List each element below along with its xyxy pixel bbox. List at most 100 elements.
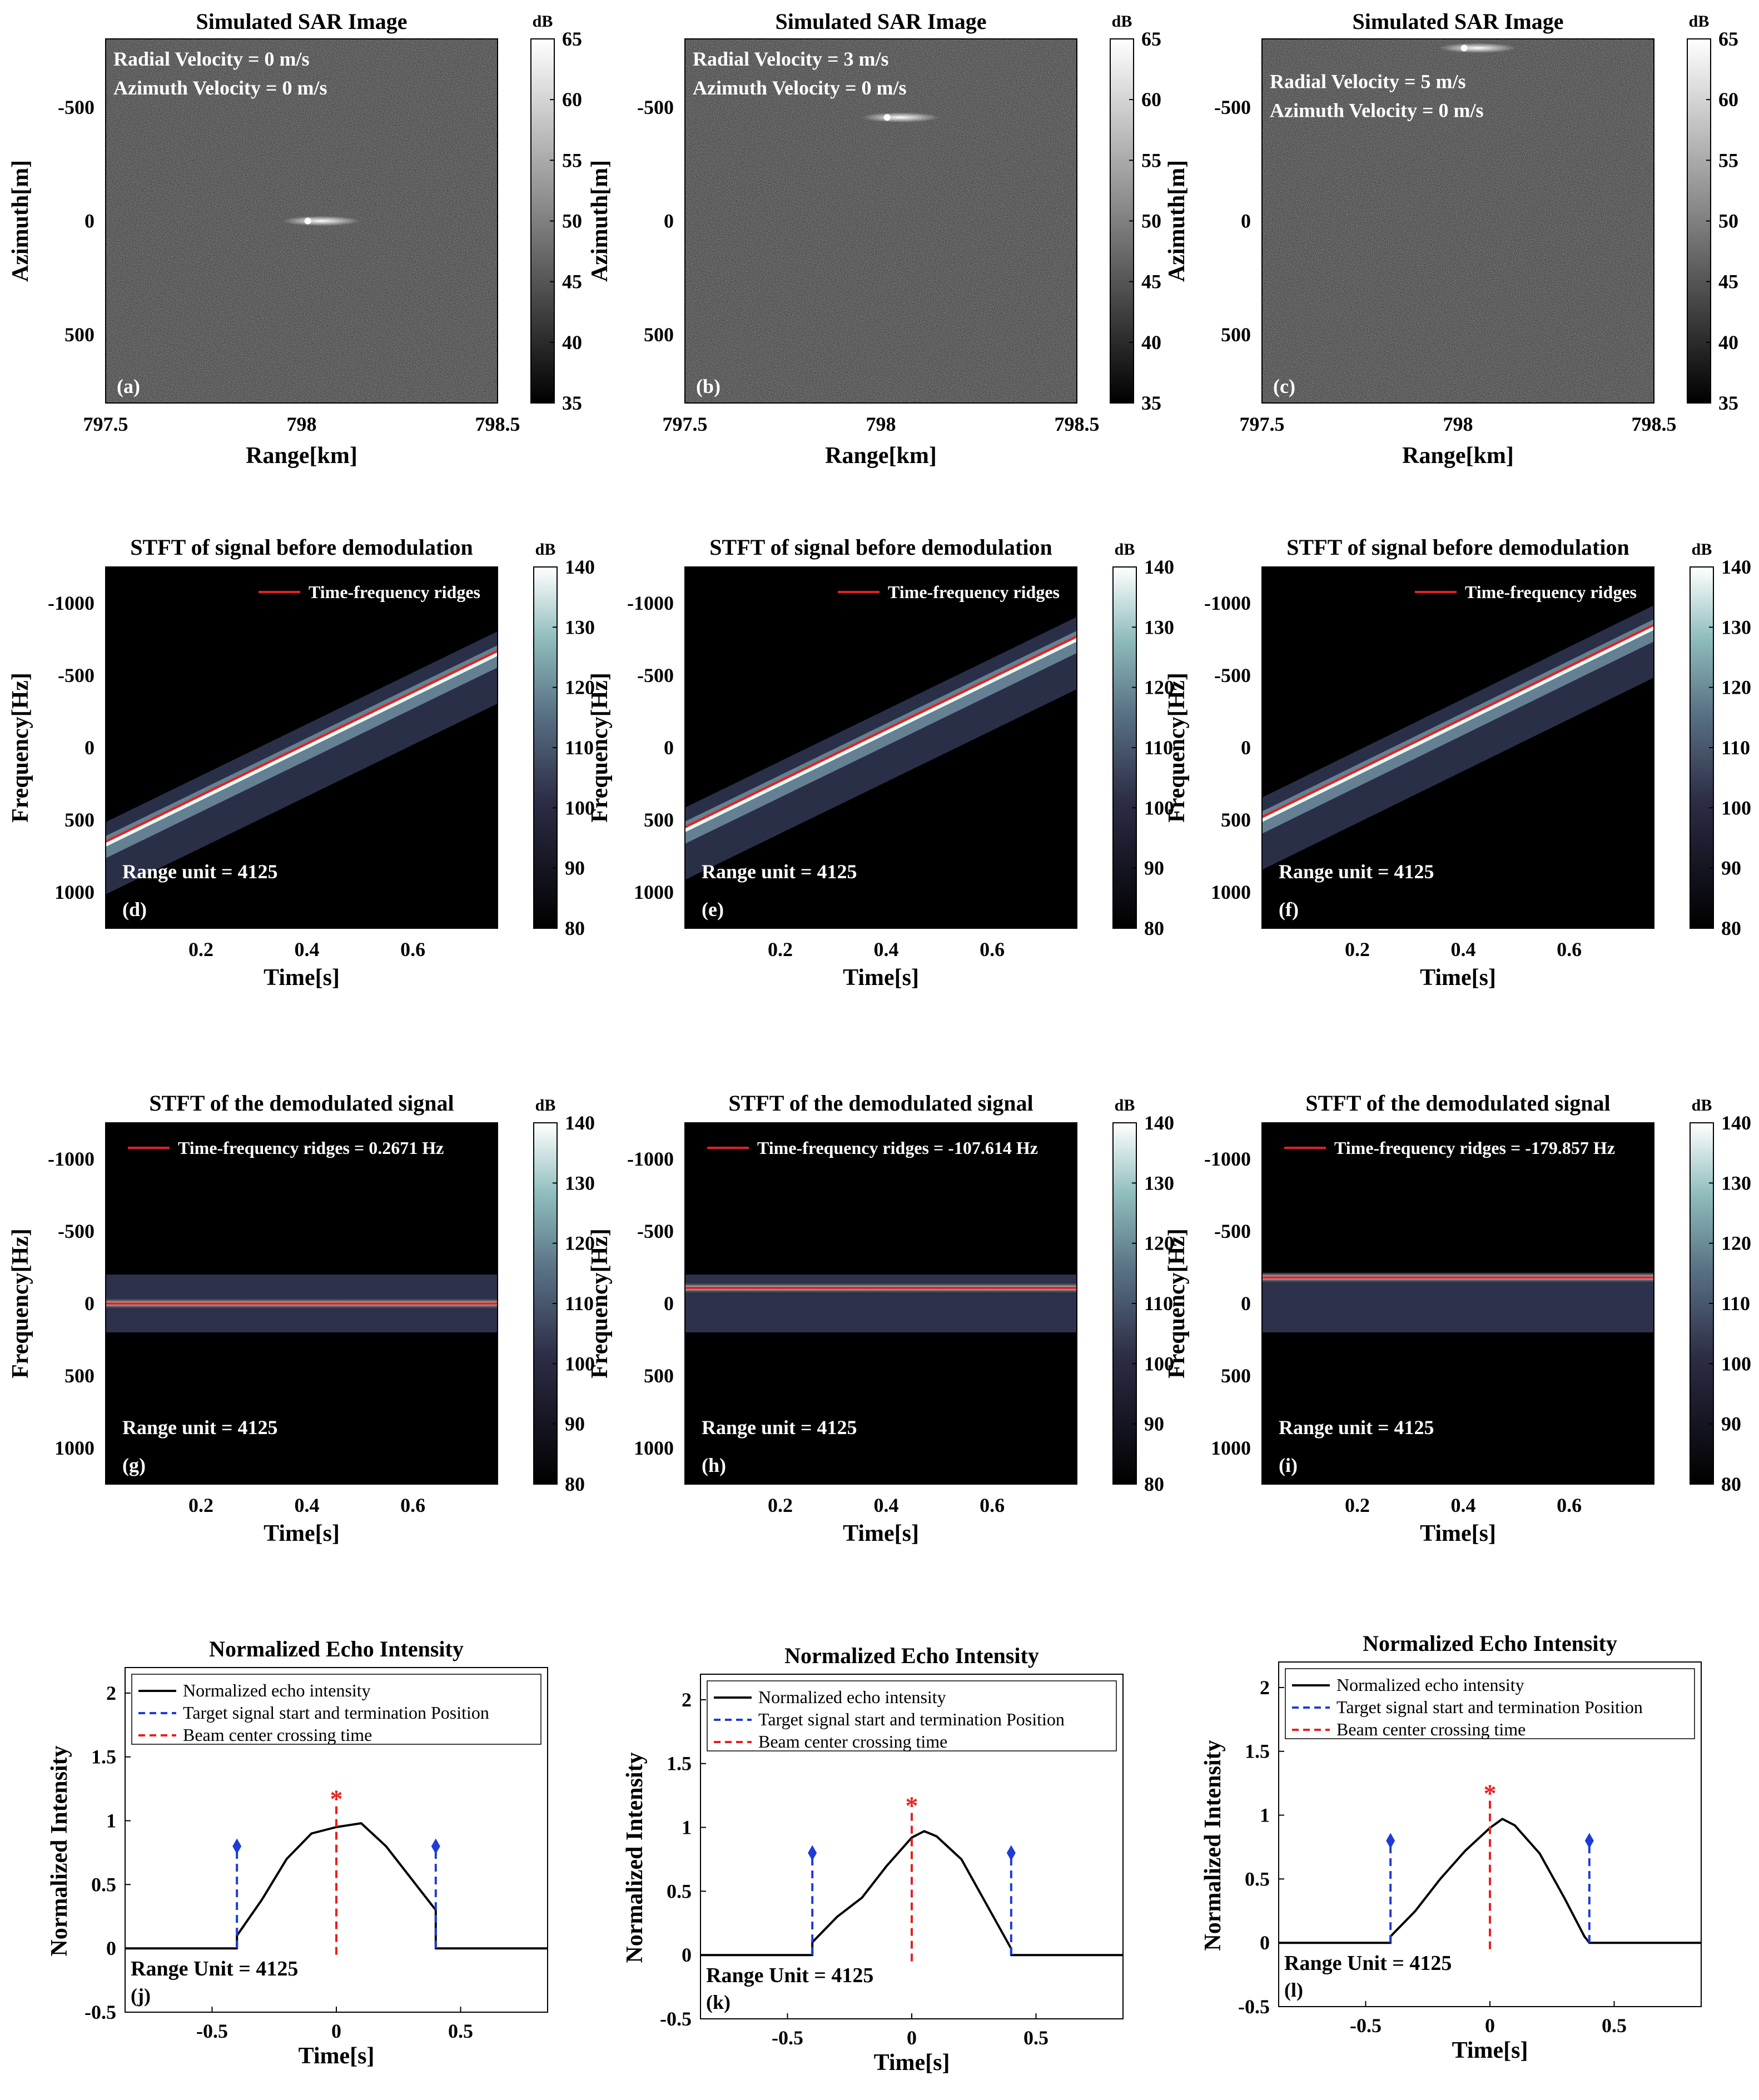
y-tick-label: 0 <box>1241 210 1251 232</box>
stft-panel-i: STFT of the demodulated signal Time-frequ… <box>1164 1091 1751 1546</box>
plot-frame <box>105 38 498 404</box>
colorbar-tick-label: 130 <box>1721 1172 1751 1194</box>
colorbar-unit-label: dB <box>1689 12 1710 31</box>
y-tick-label: -1000 <box>627 592 674 614</box>
x-tick-label: 797.5 <box>663 413 708 435</box>
colorbar-tick-label: 110 <box>565 1292 594 1315</box>
x-tick-label: 0.2 <box>188 938 213 961</box>
colorbar-tick-label: 120 <box>1144 1232 1174 1255</box>
radial-velocity-annotation: Radial Velocity = 0 m/s <box>113 48 310 70</box>
colorbar-tick-label: 45 <box>1718 271 1738 293</box>
plot-frame <box>1261 566 1654 929</box>
colorbar-tick-label: 110 <box>1721 1292 1750 1315</box>
colorbar-tick-label: 35 <box>1141 392 1161 414</box>
x-tick-label: -0.5 <box>1350 2014 1382 2037</box>
y-tick-label: 500 <box>64 324 95 346</box>
y-tick-label: -0.5 <box>85 2001 116 2023</box>
x-tick-label: 0.6 <box>980 1494 1005 1516</box>
echo-panel-l: Normalized Echo Intensity -0.5 0 0.5 -0.5 0 0.… <box>1200 1631 1702 2063</box>
panel-label: (d) <box>122 898 147 920</box>
colorbar-tick-label: 90 <box>565 1413 585 1435</box>
legend-entry-label: Target signal start and termination Posi… <box>183 1703 489 1723</box>
colorbar-tick-label: 90 <box>565 857 585 879</box>
colorbar-tick-label: 60 <box>562 88 582 111</box>
echo-intensity-line <box>125 1822 548 1950</box>
sar-speckle-noise <box>685 39 1077 403</box>
chart-title: Simulated SAR Image <box>1352 9 1563 34</box>
y-axis-label: Azimuth[m] <box>587 160 613 282</box>
colorbar-unit-label: dB <box>1692 540 1712 559</box>
x-tick-label: 0.4 <box>1451 938 1476 961</box>
range-unit-annotation: Range unit = 4125 <box>702 1416 857 1439</box>
y-tick-label: -0.5 <box>660 2008 692 2030</box>
chart-title: STFT of signal before demodulation <box>130 535 473 560</box>
x-axis-label: Time[s] <box>1452 2038 1528 2063</box>
y-axis-label: Frequency[Hz] <box>587 673 613 823</box>
colorbar-tick-label: 140 <box>1721 556 1751 578</box>
radial-velocity-annotation: Radial Velocity = 5 m/s <box>1270 70 1466 92</box>
y-tick-label: -500 <box>637 1220 674 1242</box>
colorbar-tick-label: 55 <box>1141 149 1161 171</box>
x-tick-label: 0.2 <box>1345 1494 1370 1516</box>
x-tick-label: 798.5 <box>475 413 520 435</box>
range-unit-annotation: Range unit = 4125 <box>122 860 278 883</box>
colorbar-tick-label: 50 <box>562 210 582 232</box>
moving-target-smear <box>861 112 940 123</box>
echo-intensity-line <box>1279 1818 1701 1944</box>
colorbar-tick-label: 120 <box>565 1232 595 1255</box>
legend-ridge-label: Time-frequency ridges = -107.614 Hz <box>757 1138 1038 1158</box>
y-axis-label: Normalized Intensity <box>1200 1740 1226 1950</box>
y-tick-label: 1 <box>682 1817 692 1839</box>
plot-frame <box>684 566 1077 929</box>
y-tick-label: -1000 <box>48 592 95 614</box>
stft-panel-d: STFT of signal before demodulation Time-f… <box>8 535 595 991</box>
y-tick-label: 1000 <box>634 881 674 903</box>
chart-title: Simulated SAR Image <box>196 9 407 34</box>
colorbar-tick-label: 130 <box>1144 1172 1174 1194</box>
y-tick-label: 0 <box>664 210 674 232</box>
y-tick-label: 1000 <box>634 1437 674 1459</box>
echo-panel-k: Normalized Echo Intensity -0.5 0 0.5 -0.5 0 0.… <box>622 1643 1124 2076</box>
legend-box <box>131 1674 541 1745</box>
x-tick-label: 798.5 <box>1055 413 1100 435</box>
x-tick-label: 0.6 <box>400 1494 425 1516</box>
x-tick-label: 0.2 <box>768 1494 793 1516</box>
x-tick-label: 0.6 <box>980 938 1005 961</box>
y-tick-label: 2 <box>1260 1676 1270 1699</box>
y-tick-label: -500 <box>1214 96 1251 118</box>
x-tick-label: -0.5 <box>196 2020 228 2042</box>
colorbar-tick-label: 40 <box>1718 331 1738 354</box>
range-unit-annotation: Range unit = 4125 <box>1279 1416 1434 1439</box>
y-axis-label: Frequency[Hz] <box>1164 673 1190 823</box>
plot-frame <box>105 1122 498 1485</box>
y-tick-label: 0 <box>1241 1292 1251 1315</box>
colorbar-unit-label: dB <box>533 12 553 31</box>
x-tick-label: 797.5 <box>83 413 128 435</box>
panel-label: (g) <box>122 1454 146 1476</box>
y-axis-label: Frequency[Hz] <box>1164 1228 1190 1379</box>
panel-label: (a) <box>117 375 140 397</box>
x-tick-label: 798 <box>866 413 896 435</box>
azimuth-velocity-annotation: Azimuth Velocity = 0 m/s <box>113 77 327 99</box>
y-axis-label: Azimuth[m] <box>8 160 33 282</box>
y-tick-label: 0 <box>1241 737 1251 759</box>
x-tick-label: 798 <box>1443 413 1473 435</box>
y-tick-label: 0 <box>85 737 95 759</box>
chart-title: Normalized Echo Intensity <box>784 1643 1039 1668</box>
colorbar-tick-label: 65 <box>1141 28 1161 50</box>
colorbar-tick-label: 90 <box>1721 1413 1741 1435</box>
x-tick-label: 0.4 <box>295 1494 320 1516</box>
azimuth-velocity-annotation: Azimuth Velocity = 0 m/s <box>693 77 907 99</box>
legend-entry-label: Target signal start and termination Posi… <box>758 1709 1065 1729</box>
y-tick-label: 1.5 <box>667 1753 692 1775</box>
x-axis-label: Time[s] <box>299 2043 375 2069</box>
colorbar-tick-label: 100 <box>565 797 595 819</box>
y-tick-label: 0.5 <box>91 1873 116 1895</box>
y-tick-label: 0 <box>85 210 95 232</box>
moving-target-peak <box>883 114 891 121</box>
plot-frame <box>684 1122 1077 1485</box>
colorbar-tick-label: 55 <box>562 149 582 171</box>
colorbar-tick-label: 140 <box>1144 556 1174 578</box>
colorbar-tick-label: 55 <box>1718 149 1738 171</box>
